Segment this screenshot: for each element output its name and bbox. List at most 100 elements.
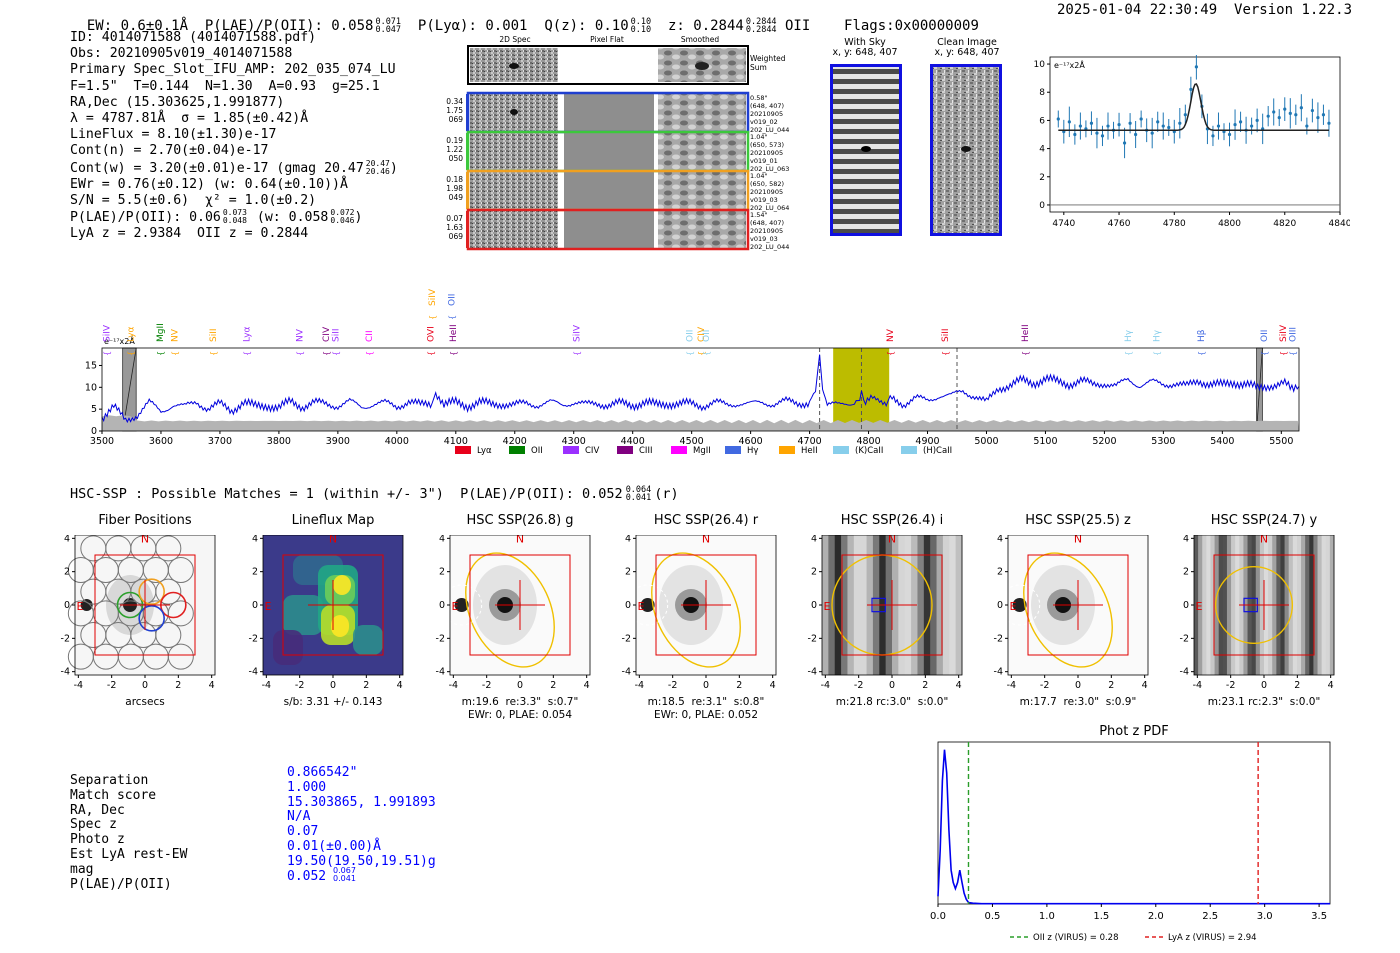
panel-xtick-label: 0	[330, 680, 336, 691]
image-stripe	[822, 535, 829, 675]
spectrum-line-label: MgII	[156, 323, 166, 342]
panel-ytick-label: 2	[252, 567, 258, 578]
fiber-circle	[155, 622, 182, 648]
image-stripe	[1218, 535, 1224, 675]
panel-ytick-label: 4	[439, 535, 445, 544]
spectrum-legend-swatch	[671, 446, 687, 454]
panel-xtick-label: 2	[175, 680, 181, 691]
panel-ytick-label: -2	[1180, 633, 1189, 644]
panel-xtick-label: -2	[1226, 680, 1235, 691]
zoom-data-point	[1150, 131, 1154, 135]
fiber-highlight	[138, 578, 165, 605]
photoz-xtick-label: 0.0	[930, 911, 946, 922]
panel-caption: m:21.8 rc:3.0" s:0.0"	[835, 696, 949, 708]
header-qz-lo: 0.10	[630, 25, 652, 35]
panel-ytick-label: 0	[439, 600, 445, 611]
panel-caption: m:23.1 rc:2.3" s:0.0"	[1207, 696, 1321, 708]
image-stripe	[1329, 535, 1335, 675]
panel-xtick-label: 2	[1294, 680, 1300, 691]
spectrum-line-label: SiII	[941, 328, 951, 342]
zoom-data-point	[1250, 124, 1254, 128]
spectrum-error-band	[102, 415, 1299, 431]
panel-ytick-label: -4	[622, 667, 631, 678]
spectrum-line-label: SiIV	[573, 324, 583, 342]
spectrum-line-brace: {	[242, 351, 251, 356]
panel-xtick-label: 2	[550, 680, 556, 691]
image-stripe	[949, 535, 957, 675]
match-row-label: RA, Dec	[70, 802, 125, 818]
spectrum-line-label: Hβ	[1197, 329, 1207, 342]
photoz-xtick-label: 0.5	[984, 911, 1000, 922]
panel-xtick-label: -2	[107, 680, 116, 691]
zoom-ytick-label: 10	[1034, 60, 1046, 70]
panel-ytick-label: 0	[811, 600, 817, 611]
spectrum-legend-label: Lyα	[477, 446, 492, 456]
cutout-stat: 1.75	[446, 106, 463, 115]
spectrum-ytick-label: 10	[85, 382, 97, 393]
cutout-stat: 1.63	[446, 223, 463, 232]
cutout-stat: 0.07	[446, 214, 463, 223]
panel-xtick-label: -4	[1007, 680, 1016, 691]
spectrum-line-label: CIV	[322, 326, 332, 342]
photoz-title: Phot z PDF	[1099, 724, 1169, 739]
hsc-band: (r)	[654, 486, 679, 502]
info-plae-w-lo: 0.046	[330, 216, 355, 226]
panel-ytick-label: 4	[625, 535, 631, 544]
cutout-meta: 1.04"	[750, 172, 768, 180]
panel-xtick-label: -4	[635, 680, 644, 691]
zoom-data-point	[1067, 120, 1071, 124]
photoz-xtick-label: 2.5	[1202, 911, 1218, 922]
cutout-pixel-flat	[564, 94, 654, 131]
spectrum-ylabel: e⁻¹⁷x2Å	[104, 335, 135, 346]
spectrum-legend-label: HeII	[801, 446, 818, 456]
search-box	[94, 554, 196, 656]
cutout-row-stats: 0.19 1.22 050	[440, 136, 463, 163]
spectrum-line-label: OIII	[1289, 327, 1299, 342]
info-ewr: EWr = 0.76(±0.12) (w: 0.64(±0.10))Å	[70, 176, 348, 192]
spectrum-line-brace: {	[428, 315, 437, 320]
zoom-xtick-label: 4820	[1273, 219, 1296, 229]
zoom-xtick-label: 4840	[1329, 219, 1350, 229]
spectrum-xtick-label: 4800	[856, 436, 880, 447]
image-stripe	[1317, 535, 1323, 675]
east-label: E	[77, 600, 84, 613]
spectrum-highlight-window	[833, 348, 890, 431]
spectrum-line-label: NV	[296, 328, 306, 342]
spectrum-xtick-label: 4100	[444, 436, 468, 447]
search-box	[469, 554, 571, 656]
spectrum-xtick-label: 4500	[680, 436, 704, 447]
image-stripe	[923, 535, 931, 675]
panel-xtick-label: 0	[1075, 680, 1081, 691]
image-stripe	[1214, 535, 1220, 675]
info-obs: Obs: 20210905v019_4014071588	[70, 46, 293, 62]
neighbor-aperture	[441, 584, 483, 626]
with-sky-xy: x, y: 648, 407	[832, 47, 898, 58]
with-sky-caption: With Sky x, y: 648, 407	[822, 38, 908, 58]
spectrum-xtick-label: 3700	[208, 436, 232, 447]
panel-ytick-label: 2	[811, 567, 817, 578]
zoom-xtick-label: 4760	[1108, 219, 1131, 229]
panel-xtick-label: 4	[209, 680, 215, 691]
cutout-stat: 0.34	[446, 97, 463, 106]
match-row-label: mag	[70, 861, 94, 877]
cutout-meta: 20210905	[750, 149, 784, 157]
panel-caption: s/b: 3.31 +/- 0.143	[283, 696, 383, 708]
zoom-data-point	[1106, 124, 1110, 128]
flux-map-blob	[353, 625, 383, 655]
header-z-line: OII	[785, 18, 811, 34]
spectrum-axes-frame	[101, 347, 1300, 432]
panel-xtick-label: -2	[1040, 680, 1049, 691]
match-row-label: Spec z	[70, 817, 117, 833]
spectrum-line-label: Hγ	[1152, 329, 1162, 342]
north-label: N	[516, 535, 524, 546]
info-plae-hi: 0.073	[222, 208, 247, 218]
spectrum-line-brace: {	[1289, 351, 1298, 356]
header-qz-hi: 0.10	[630, 17, 652, 27]
panel-ytick-label: 4	[811, 535, 817, 544]
spectrum-xtick-label: 4600	[739, 436, 763, 447]
panel-ytick-label: -4	[1180, 667, 1189, 678]
cutout-meta: 1.54"	[750, 211, 768, 219]
spectrum-line-label: SiIV	[1279, 324, 1289, 342]
image-stripe	[1206, 535, 1211, 675]
panel-title: Lineflux Map	[291, 513, 375, 528]
